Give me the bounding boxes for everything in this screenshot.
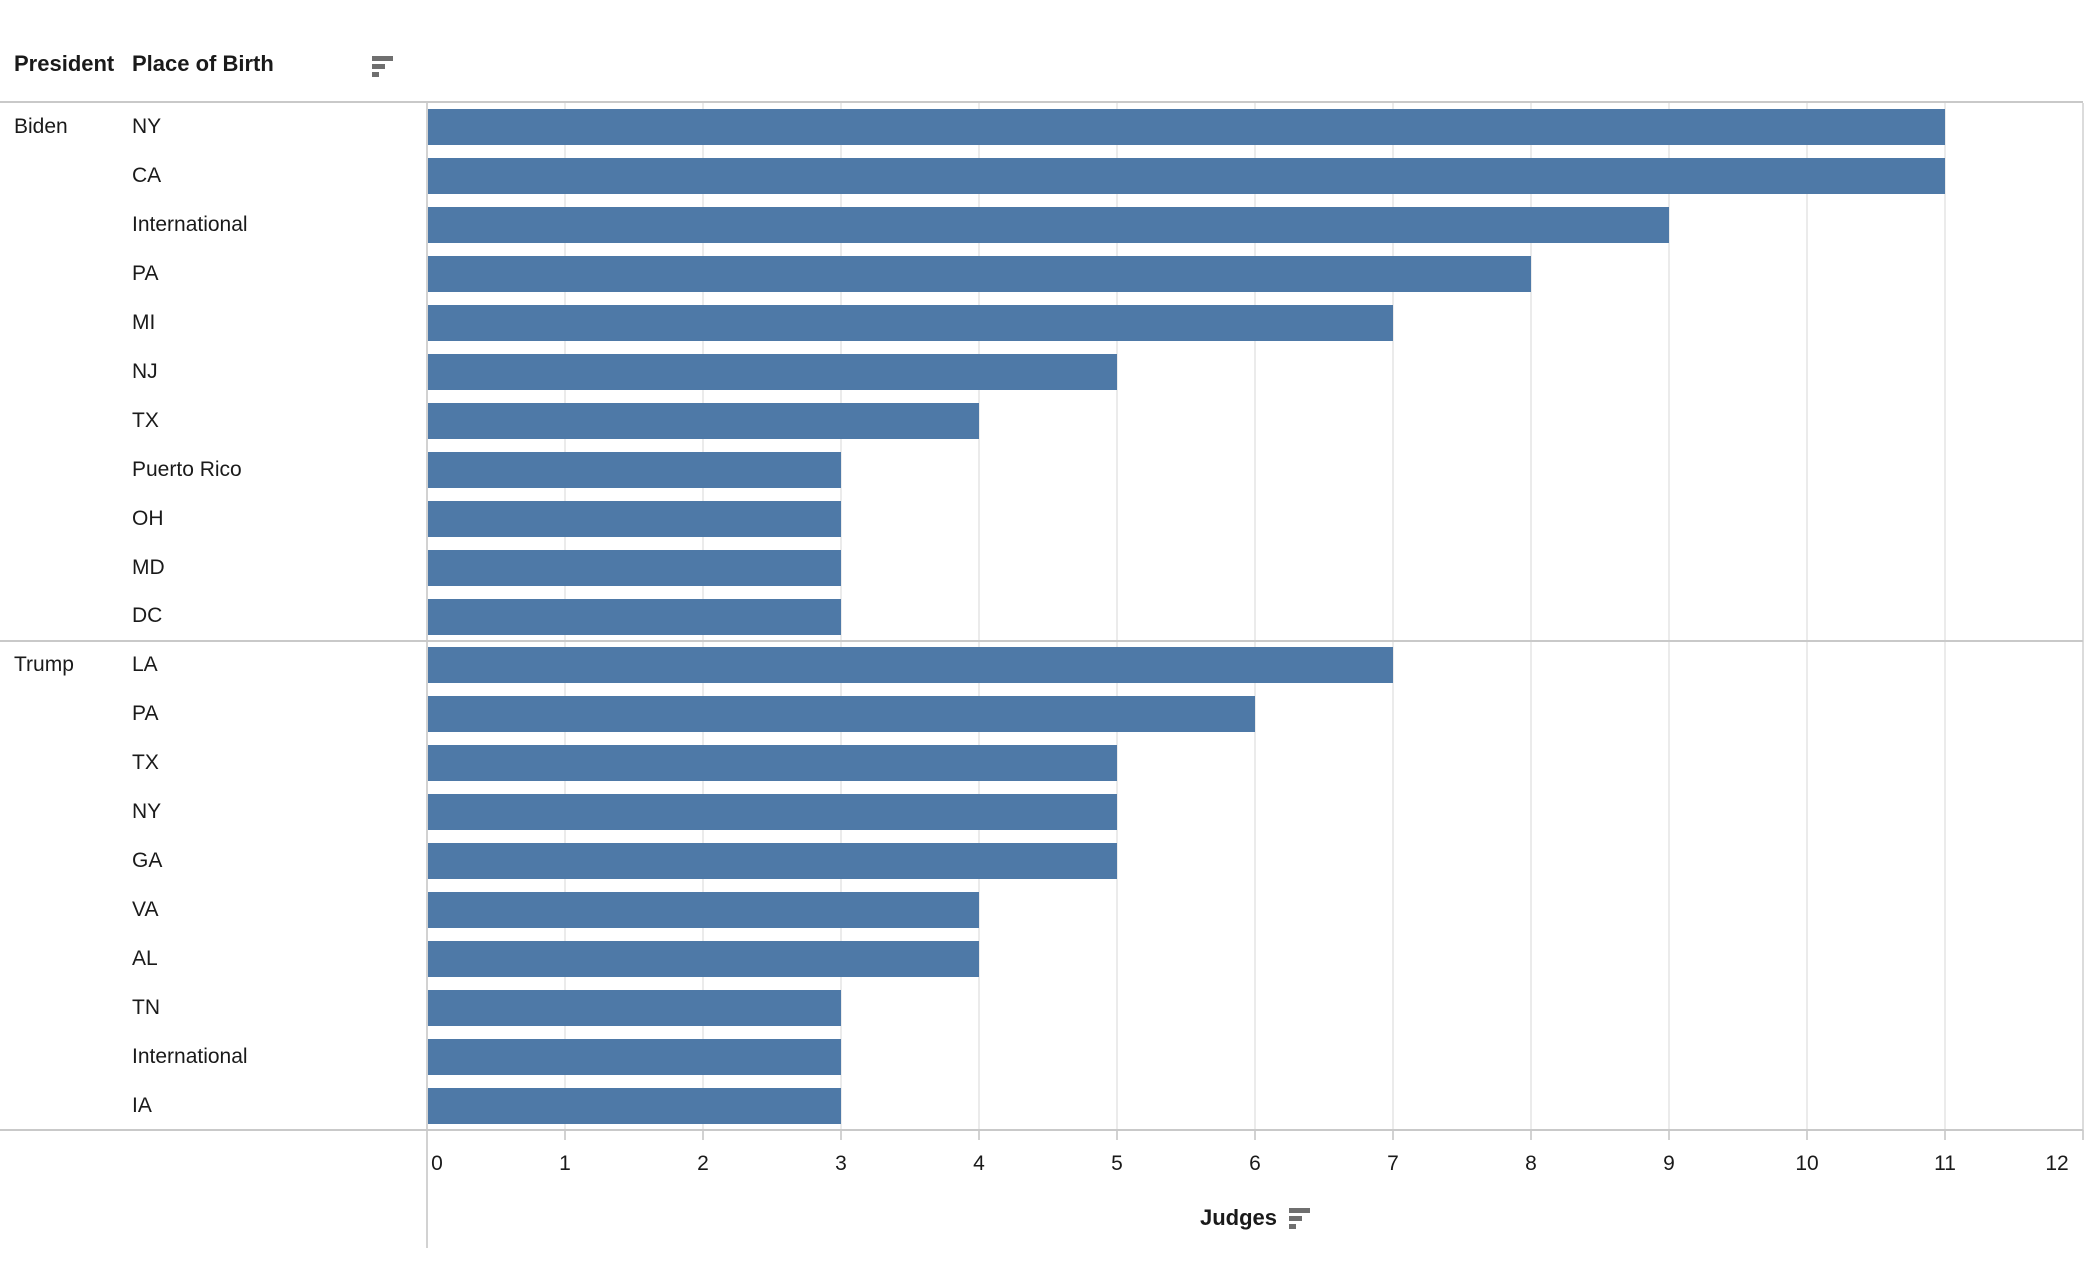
president-column-header: President bbox=[14, 51, 115, 76]
x-axis-tick-label: 8 bbox=[1525, 1152, 1537, 1175]
bar[interactable] bbox=[428, 549, 841, 586]
bar[interactable] bbox=[428, 696, 1255, 733]
gridline bbox=[840, 103, 842, 1130]
x-axis-tick-label: 7 bbox=[1387, 1152, 1399, 1175]
bar[interactable] bbox=[428, 305, 1393, 342]
y-axis-line bbox=[426, 103, 428, 1248]
place-of-birth-row-label[interactable]: MI bbox=[132, 311, 156, 335]
bar[interactable] bbox=[428, 451, 841, 488]
place-of-birth-row-label[interactable]: TX bbox=[132, 408, 159, 432]
place-of-birth-row-label[interactable]: DC bbox=[132, 604, 163, 628]
bar[interactable] bbox=[428, 940, 979, 977]
place-of-birth-row-label[interactable]: GA bbox=[132, 849, 163, 872]
x-axis-tick-label: 0 bbox=[431, 1152, 443, 1175]
place-of-birth-row-label[interactable]: IA bbox=[132, 1093, 152, 1117]
place-of-birth-row-label[interactable]: PA bbox=[132, 262, 159, 286]
place-of-birth-row-label[interactable]: CA bbox=[132, 164, 162, 188]
gridline bbox=[1254, 103, 1256, 1130]
x-axis-tick-label: 6 bbox=[1249, 1152, 1261, 1175]
gridline bbox=[978, 103, 980, 1130]
axis-tick bbox=[1254, 1130, 1256, 1140]
place-of-birth-row-label[interactable]: NJ bbox=[132, 359, 158, 383]
place-of-birth-row-label[interactable]: NY bbox=[132, 800, 162, 824]
x-axis-tick-label: 10 bbox=[1795, 1152, 1819, 1175]
x-axis-tick-label: 12 bbox=[2045, 1152, 2069, 1175]
gridline bbox=[1392, 103, 1394, 1130]
place-of-birth-row-label[interactable]: TN bbox=[132, 995, 160, 1019]
place-of-birth-column-header: Place of Birth bbox=[132, 51, 274, 76]
bar[interactable] bbox=[428, 598, 841, 635]
x-axis-tick-label: 5 bbox=[1111, 1152, 1123, 1175]
x-axis-title-group: Judges bbox=[427, 1198, 2083, 1238]
x-axis-tick-label: 1 bbox=[559, 1152, 571, 1175]
place-of-birth-row-label[interactable]: International bbox=[132, 1044, 248, 1068]
axis-tick bbox=[1944, 1130, 1946, 1140]
gridline bbox=[1530, 103, 1532, 1130]
axis-tick bbox=[1392, 1130, 1394, 1140]
place-of-birth-row-label[interactable]: TX bbox=[132, 751, 159, 775]
axis-tick bbox=[2082, 1130, 2084, 1140]
x-axis-title: Judges bbox=[1199, 1205, 1278, 1230]
header-divider-line bbox=[0, 101, 2083, 103]
x-axis-tick-label: 9 bbox=[1663, 1152, 1675, 1175]
axis-tick bbox=[1116, 1130, 1118, 1140]
bar[interactable] bbox=[428, 745, 1117, 782]
place-of-birth-row-label[interactable]: NY bbox=[132, 115, 162, 139]
bar[interactable] bbox=[428, 794, 1117, 831]
x-axis-tick-label: 2 bbox=[697, 1152, 709, 1175]
x-axis-tick-label: 11 bbox=[1934, 1152, 1956, 1175]
bar[interactable] bbox=[428, 989, 841, 1026]
place-of-birth-row-label[interactable]: International bbox=[132, 213, 248, 237]
bar[interactable] bbox=[428, 500, 841, 537]
bar[interactable] bbox=[428, 402, 979, 439]
bar[interactable] bbox=[428, 207, 1669, 244]
descending-sort-icon[interactable] bbox=[1289, 1207, 1311, 1229]
place-of-birth-row-label[interactable]: OH bbox=[132, 506, 164, 530]
gridline bbox=[1806, 103, 1808, 1130]
axis-tick bbox=[1530, 1130, 1532, 1140]
axis-tick bbox=[840, 1130, 842, 1140]
place-of-birth-row-label[interactable]: AL bbox=[132, 946, 158, 970]
x-axis-tick-label: 4 bbox=[973, 1152, 985, 1175]
bar[interactable] bbox=[428, 109, 1945, 146]
bar[interactable] bbox=[428, 158, 1945, 195]
x-axis-line bbox=[0, 1129, 2083, 1131]
bar[interactable] bbox=[428, 256, 1531, 293]
gridline bbox=[1668, 103, 1670, 1130]
bar[interactable] bbox=[428, 1087, 841, 1124]
place-of-birth-row-label[interactable]: VA bbox=[132, 897, 159, 921]
axis-tick bbox=[702, 1130, 704, 1140]
descending-sort-icon[interactable] bbox=[372, 56, 393, 77]
axis-tick bbox=[978, 1130, 980, 1140]
bar[interactable] bbox=[428, 891, 979, 928]
x-axis-tick-label: 3 bbox=[835, 1152, 847, 1175]
bar[interactable] bbox=[428, 647, 1393, 684]
place-of-birth-row-label[interactable]: PA bbox=[132, 702, 159, 726]
president-group-label[interactable]: Trump bbox=[14, 653, 74, 677]
place-of-birth-row-label[interactable]: Puerto Rico bbox=[132, 457, 242, 481]
gridline bbox=[2082, 103, 2084, 1130]
gridline bbox=[1116, 103, 1118, 1130]
bar[interactable] bbox=[428, 843, 1117, 880]
place-of-birth-row-label[interactable]: MD bbox=[132, 555, 165, 579]
axis-tick bbox=[1806, 1130, 1808, 1140]
axis-tick bbox=[564, 1130, 566, 1140]
place-of-birth-row-label[interactable]: LA bbox=[132, 653, 158, 677]
gridline bbox=[1944, 103, 1946, 1130]
president-group-divider bbox=[0, 639, 2083, 642]
bar[interactable] bbox=[428, 353, 1117, 390]
bar[interactable] bbox=[428, 1038, 841, 1075]
president-group-label[interactable]: Biden bbox=[14, 115, 68, 139]
axis-tick bbox=[1668, 1130, 1670, 1140]
